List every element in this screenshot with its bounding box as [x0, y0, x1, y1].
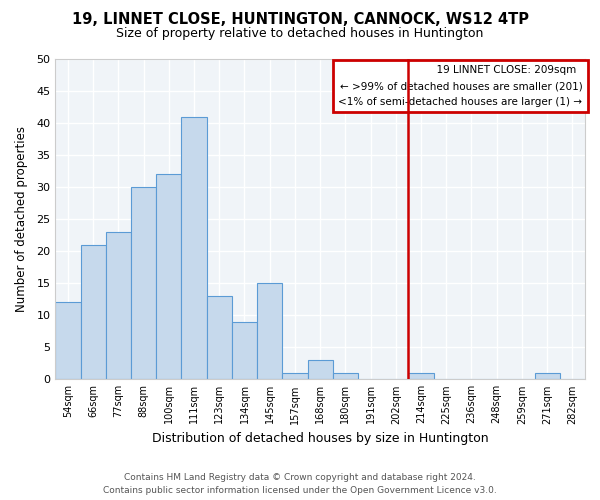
- Y-axis label: Number of detached properties: Number of detached properties: [15, 126, 28, 312]
- Bar: [257, 283, 283, 380]
- Bar: [181, 116, 206, 380]
- Bar: [535, 373, 560, 380]
- Text: 19, LINNET CLOSE, HUNTINGTON, CANNOCK, WS12 4TP: 19, LINNET CLOSE, HUNTINGTON, CANNOCK, W…: [71, 12, 529, 28]
- Bar: [308, 360, 333, 380]
- Bar: [283, 373, 308, 380]
- Text: Contains HM Land Registry data © Crown copyright and database right 2024.
Contai: Contains HM Land Registry data © Crown c…: [103, 474, 497, 495]
- Bar: [131, 187, 156, 380]
- Bar: [206, 296, 232, 380]
- Bar: [409, 373, 434, 380]
- Bar: [333, 373, 358, 380]
- Bar: [55, 302, 80, 380]
- Text: Size of property relative to detached houses in Huntington: Size of property relative to detached ho…: [116, 28, 484, 40]
- Bar: [156, 174, 181, 380]
- Text: 19 LINNET CLOSE: 209sqm  
← >99% of detached houses are smaller (201)
<1% of sem: 19 LINNET CLOSE: 209sqm ← >99% of detach…: [338, 66, 583, 106]
- Bar: [106, 232, 131, 380]
- Bar: [80, 245, 106, 380]
- Bar: [232, 322, 257, 380]
- X-axis label: Distribution of detached houses by size in Huntington: Distribution of detached houses by size …: [152, 432, 488, 445]
